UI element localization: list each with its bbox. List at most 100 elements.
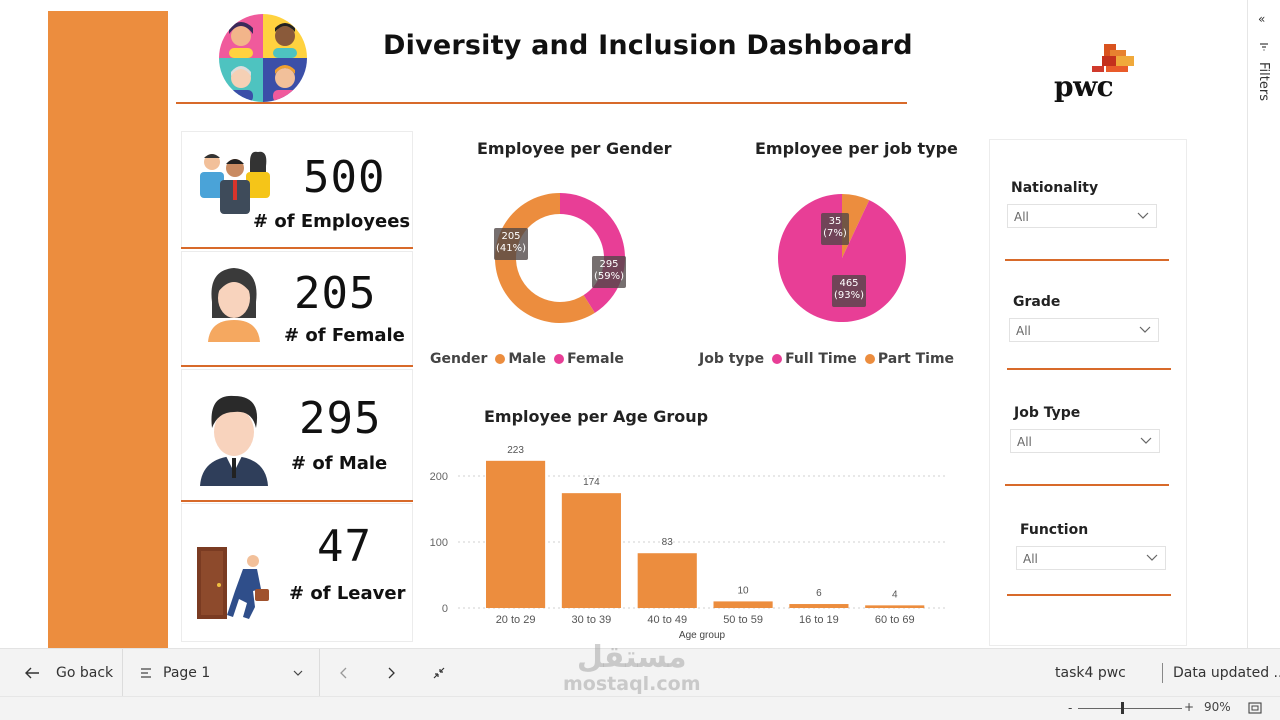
y-tick-label: 100 (430, 537, 448, 549)
zoom-slider-track[interactable] (1078, 708, 1182, 709)
zoom-in-button[interactable]: + (1184, 700, 1195, 714)
jobtype-parttime-pct: (7%) (823, 228, 847, 239)
go-back-button[interactable]: Go back (56, 665, 114, 681)
bar-data-label: 174 (583, 477, 600, 488)
nav-separator (122, 649, 123, 697)
filter-funnel-icon (1260, 43, 1268, 51)
x-tick-label: 30 to 39 (572, 614, 612, 626)
pwc-logo-icon (1092, 44, 1134, 72)
jobtype-fulltime-count: 465 (839, 278, 859, 289)
x-tick-label: 50 to 59 (723, 614, 763, 626)
leaving-door-icon (197, 547, 269, 619)
gender-legend: Gender Male Female (430, 351, 624, 367)
jobtype-legend-title: Job type (699, 351, 765, 367)
filter-divider (1005, 259, 1169, 261)
x-tick-label: 60 to 69 (875, 614, 915, 626)
next-page-icon[interactable] (385, 666, 397, 680)
pie-slice-female[interactable] (560, 193, 625, 313)
nav-separator (1162, 663, 1163, 683)
age-chart-title: Employee per Age Group (484, 407, 709, 426)
legend-female-label[interactable]: Female (567, 351, 624, 367)
filter-jobtype-select[interactable]: All (1010, 429, 1160, 453)
gender-female-pct: (41%) (495, 243, 527, 254)
gender-chart-title: Employee per Gender (477, 139, 672, 158)
pie-slice-full-time[interactable] (778, 194, 906, 322)
bar-data-label: 83 (662, 537, 674, 548)
filter-nationality-select[interactable]: All (1007, 204, 1157, 228)
page-selector[interactable]: Page 1 (163, 665, 211, 681)
legend-male-label[interactable]: Male (508, 351, 547, 367)
x-tick-label: 16 to 19 (799, 614, 839, 626)
zoom-slider-thumb[interactable] (1121, 702, 1124, 714)
pwc-logo-text: pwc (1054, 70, 1114, 103)
zoom-out-button[interactable]: - (1068, 701, 1073, 715)
back-arrow-icon[interactable] (24, 666, 40, 680)
previous-page-icon[interactable] (338, 666, 350, 680)
kpi-divider (181, 365, 413, 367)
gender-legend-title: Gender (430, 351, 488, 367)
x-tick-label: 40 to 49 (647, 614, 687, 626)
filter-function-select[interactable]: All (1016, 546, 1166, 570)
bar-30-to-39[interactable] (561, 493, 621, 608)
filter-nationality-value: All (1014, 210, 1029, 224)
woman-icon (208, 268, 260, 342)
bar-40-to-49[interactable] (637, 553, 697, 608)
jobtype-parttime-count: 35 (828, 216, 842, 227)
kpi-divider (181, 500, 413, 502)
gender-male-pct: (59%) (593, 271, 625, 282)
gender-male-data-label: 295 (59%) (592, 256, 626, 288)
x-axis-label: Age group (679, 630, 726, 641)
chevron-down-icon (1139, 326, 1151, 333)
chevron-down-icon (1137, 212, 1149, 219)
filter-divider (1007, 368, 1171, 370)
nav-separator (319, 649, 320, 697)
bar-16-to-19[interactable] (789, 604, 849, 608)
watermark-arabic: مستقل (576, 640, 687, 675)
legend-parttime-label[interactable]: Part Time (877, 351, 955, 367)
report-name: task4 pwc (1055, 665, 1126, 681)
pie-slice-male[interactable] (495, 193, 595, 323)
gender-male-count: 295 (599, 259, 619, 270)
filters-pane-label[interactable]: Filters (1256, 62, 1271, 101)
filters-pane-strip[interactable] (1247, 0, 1280, 648)
bar-data-label: 6 (816, 588, 822, 599)
filter-jobtype-value: All (1017, 435, 1032, 449)
legend-fulltime-label[interactable]: Full Time (785, 351, 857, 367)
bar-data-label: 223 (507, 445, 524, 456)
man-icon (200, 395, 268, 486)
filter-function-label: Function (1020, 522, 1089, 538)
kpi-divider (181, 247, 413, 249)
gender-female-count: 205 (501, 231, 521, 242)
legend-dot-parttime (864, 354, 875, 364)
jobtype-chart-title: Employee per job type (755, 139, 958, 158)
bar-50-to-59[interactable] (713, 601, 773, 608)
jobtype-parttime-data-label: 35 (7%) (821, 213, 849, 245)
chevron-down-icon[interactable] (292, 667, 304, 679)
diversity-avatars-icon (219, 14, 307, 102)
legend-dot-fulltime (772, 354, 783, 364)
page-title: Diversity and Inclusion Dashboard (383, 30, 913, 61)
watermark-logo: مستقل mostaql.com (563, 640, 701, 695)
collapse-filters-icon[interactable]: « (1258, 12, 1266, 26)
kpi-employees-value: 500 (303, 152, 386, 203)
bar-60-to-69[interactable] (865, 605, 925, 608)
filter-jobtype-label: Job Type (1014, 405, 1081, 421)
jobtype-fulltime-pct: (93%) (833, 290, 865, 301)
filter-grade-select[interactable]: All (1009, 318, 1159, 342)
y-tick-label: 200 (430, 471, 448, 483)
bar-20-to-29[interactable] (486, 460, 546, 608)
filter-grade-label: Grade (1013, 294, 1061, 310)
data-updated-text: Data updated ... (1173, 665, 1280, 681)
page-list-icon (141, 668, 151, 678)
x-tick-label: 20 to 29 (496, 614, 536, 626)
jobtype-legend: Job type Full Time Part Time (699, 351, 954, 367)
zoom-level: 90% (1204, 700, 1231, 714)
fit-screen-icon[interactable] (432, 666, 446, 680)
fit-to-page-icon[interactable] (1248, 702, 1262, 714)
filter-nationality-label: Nationality (1011, 180, 1099, 196)
age-group-bar-chart: 0 100 200 223 20 to 29 174 30 to 39 83 40 to 49 1… (430, 445, 945, 641)
chevron-down-icon (1146, 554, 1158, 561)
bar-data-label: 4 (892, 589, 898, 600)
kpi-employees-label: # of Employees (253, 211, 411, 232)
